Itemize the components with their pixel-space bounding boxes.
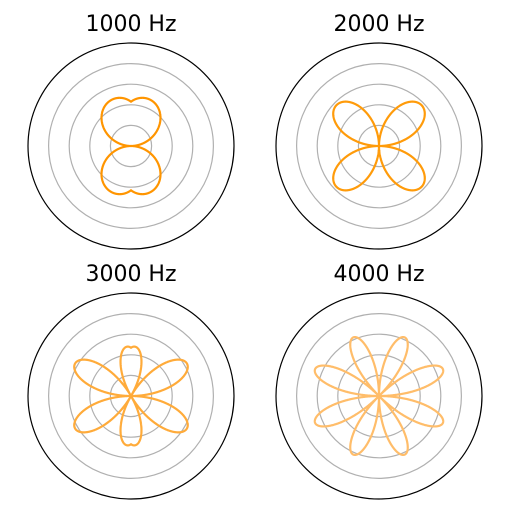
polar-frame-4	[275, 292, 483, 500]
radial-grid-2	[296, 62, 463, 230]
radial-gridline-1-4	[47, 62, 215, 230]
radial-gridline-1-3	[68, 83, 194, 209]
polar-panel-1: 1000 Hz	[27, 12, 235, 250]
radial-gridline-3-2	[89, 354, 173, 438]
radial-gridline-2-1	[357, 124, 401, 168]
radial-gridline-3-1	[109, 374, 153, 418]
radial-gridline-2-3	[316, 83, 442, 209]
radial-gridline-4-2	[337, 354, 421, 438]
radial-gridline-4-1	[357, 374, 401, 418]
radial-gridline-1-2	[89, 104, 173, 188]
radial-gridline-3-3	[68, 333, 194, 459]
polar-series-line-3	[73, 345, 189, 447]
radial-gridline-3-4	[47, 313, 215, 480]
radial-gridline-4-4	[296, 313, 463, 480]
polar-frame-1	[27, 42, 235, 250]
polar-frame-2	[275, 42, 483, 250]
radial-gridline-2-2	[337, 104, 421, 188]
radial-grid-4	[296, 313, 463, 480]
panel-title-4: 4000 Hz	[333, 262, 424, 287]
polar-panel-2: 2000 Hz	[275, 12, 483, 250]
panel-title-1: 1000 Hz	[85, 12, 176, 37]
radial-grid-3	[47, 313, 215, 480]
polar-series-line-2	[332, 100, 426, 192]
polar-series-line-4	[313, 335, 445, 457]
radial-gridline-2-4	[296, 62, 463, 230]
polar-series-line-1	[100, 96, 162, 196]
radial-gridline-1-1	[109, 124, 153, 168]
panel-title-2: 2000 Hz	[333, 12, 424, 37]
panel-title-3: 3000 Hz	[85, 262, 176, 287]
polar-panel-3: 3000 Hz	[27, 262, 235, 500]
radial-gridline-4-3	[316, 333, 442, 459]
polar-panel-4: 4000 Hz	[275, 262, 483, 500]
radial-grid-1	[47, 62, 215, 230]
polar-frame-3	[27, 292, 235, 500]
